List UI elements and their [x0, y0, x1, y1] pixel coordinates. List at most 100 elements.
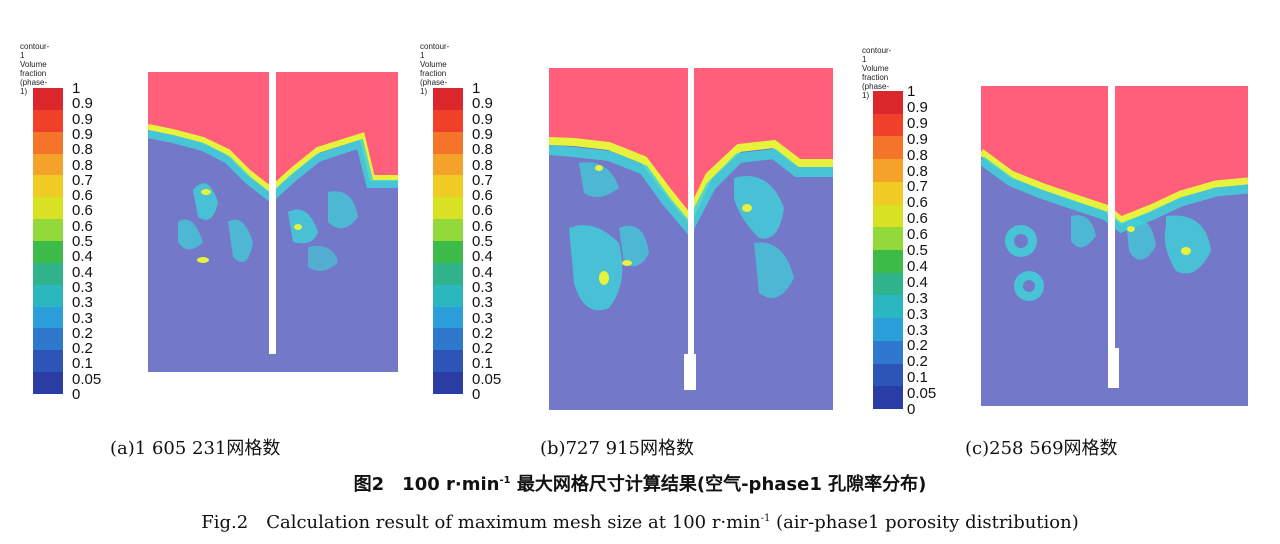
colorbar-segment	[33, 219, 63, 242]
colorbar-segment	[33, 372, 63, 395]
colorbar-tick-label: 0.9	[907, 114, 928, 132]
colorbar-segment	[33, 153, 63, 176]
colorbar-segment	[873, 91, 903, 115]
colorbar-tick-label: 0.4	[907, 273, 928, 291]
colorbar-tick-label: 0.2	[472, 324, 493, 342]
caption-cn-prefix: 图2 100 r·min	[353, 474, 500, 495]
colorbar-tick-label: 0.3	[72, 294, 93, 312]
colorbar-tick-label: 0.3	[472, 309, 493, 327]
colorbar-tick-label: 0.2	[72, 324, 93, 342]
colorbar-segment	[433, 328, 463, 351]
colorbar-tick-label: 0.6	[472, 202, 493, 220]
panel-b-subcaption: (b)727 915网格数	[540, 438, 695, 459]
colorbar-segment	[873, 204, 903, 228]
colorbar-segment	[873, 136, 903, 160]
panel-c-header-line1: contour-1	[862, 46, 892, 64]
colorbar-tick-label: 0.05	[72, 370, 102, 388]
colorbar-segment	[873, 181, 903, 206]
colorbar-tick-label: 0.6	[907, 194, 928, 212]
colorbar-segment	[433, 284, 463, 308]
caption-cn-suffix: 最大网格尺寸计算结果(空气-phase1 孔隙率分布)	[510, 474, 927, 495]
colorbar-tick-label: 0.3	[72, 278, 93, 296]
colorbar-segment	[433, 350, 463, 373]
panel-a-colorbar	[33, 88, 63, 395]
colorbar-segment	[873, 363, 903, 387]
colorbar-tick-label: 0.9	[472, 110, 493, 128]
colorbar-tick-label: 0.8	[72, 156, 93, 174]
colorbar-segment	[33, 175, 63, 198]
colorbar-tick-label: 0.05	[907, 385, 937, 403]
colorbar-tick-label: 0.2	[472, 340, 493, 358]
colorbar-segment	[873, 227, 903, 251]
colorbar-tick-label: 0.6	[72, 202, 93, 220]
colorbar-tick-label: 0.1	[907, 369, 928, 387]
colorbar-tick-label: 0.8	[472, 156, 493, 174]
colorbar-tick-label: 0.8	[72, 141, 93, 159]
colorbar-tick-label: 0.6	[72, 187, 93, 205]
colorbar-segment	[873, 272, 903, 296]
colorbar-tick-label: 0.9	[907, 130, 928, 148]
panel-b-contour-plot	[549, 68, 833, 410]
colorbar-segment	[433, 219, 463, 242]
colorbar-segment	[33, 306, 63, 329]
colorbar-segment	[873, 113, 903, 137]
panel-a-header-line1: contour-1	[20, 42, 50, 60]
colorbar-segment	[873, 159, 903, 183]
colorbar-tick-label: 0.9	[907, 98, 928, 116]
colorbar-tick-label: 0	[472, 386, 481, 403]
colorbar-tick-label: 0.3	[907, 321, 928, 339]
panel-c-header-line2: Volume fraction (phase-1)	[862, 64, 890, 100]
colorbar-tick-label: 0.1	[72, 355, 93, 373]
colorbar-segment	[33, 262, 63, 286]
colorbar-segment	[873, 318, 903, 342]
colorbar-tick-label: 0.4	[472, 248, 493, 266]
colorbar-segment	[433, 153, 463, 176]
colorbar-tick-label: 0.3	[472, 294, 493, 312]
colorbar-segment	[873, 340, 903, 365]
figure-caption-english: Fig.2 Calculation result of maximum mesh…	[0, 508, 1280, 534]
colorbar-tick-label: 0.9	[472, 125, 493, 143]
colorbar-tick-label: 0.5	[907, 242, 928, 259]
panel-b-header-line1: contour-1	[420, 42, 450, 60]
colorbar-tick-label: 1	[472, 80, 481, 97]
colorbar-segment	[873, 295, 903, 319]
colorbar-tick-label: 0.9	[72, 125, 93, 143]
colorbar-tick-label: 0.6	[472, 217, 493, 235]
colorbar-tick-label: 0.4	[472, 263, 493, 281]
colorbar-tick-label: 0.2	[72, 340, 93, 358]
colorbar-tick-label: 0.6	[72, 217, 93, 235]
colorbar-tick-label: 0	[72, 386, 81, 403]
colorbar-tick-label: 0.9	[472, 95, 493, 113]
panel-c-contour-plot	[981, 86, 1248, 406]
figure-caption-chinese: 图2 100 r·min-1 最大网格尺寸计算结果(空气-phase1 孔隙率分…	[0, 470, 1280, 496]
colorbar-tick-label: 0.2	[907, 353, 928, 371]
colorbar-segment	[873, 386, 903, 410]
colorbar-segment	[433, 262, 463, 286]
colorbar-segment	[433, 197, 463, 220]
caption-en-prefix: Fig.2 Calculation result of maximum mesh…	[201, 512, 761, 533]
panel-b-header: contour-1 Volume fraction (phase-1)	[420, 42, 449, 96]
colorbar-tick-label: 0.9	[72, 95, 93, 113]
panel-b-colorbar	[433, 88, 463, 395]
colorbar-segment	[33, 350, 63, 373]
caption-cn-superscript: -1	[499, 475, 511, 486]
colorbar-tick-label: 0.9	[72, 110, 93, 128]
panel-a-header: contour-1 Volume fraction (phase-1)	[20, 42, 49, 96]
colorbar-segment	[33, 284, 63, 308]
caption-en-superscript: -1	[760, 513, 771, 524]
colorbar-tick-label: 0.3	[472, 278, 493, 296]
colorbar-segment	[873, 250, 903, 274]
caption-en-suffix: (air-phase1 porosity distribution)	[770, 512, 1079, 533]
colorbar-segment	[33, 131, 63, 155]
colorbar-segment	[33, 328, 63, 351]
colorbar-tick-label: 0.8	[907, 162, 928, 180]
colorbar-tick-label: 0.6	[907, 210, 928, 228]
colorbar-segment	[33, 241, 63, 264]
colorbar-tick-label: 0.4	[907, 257, 928, 275]
colorbar-segment	[433, 131, 463, 155]
colorbar-segment	[33, 109, 63, 133]
colorbar-segment	[433, 306, 463, 329]
colorbar-segment	[433, 175, 463, 198]
colorbar-tick-label: 0	[907, 401, 916, 418]
colorbar-segment	[433, 372, 463, 395]
